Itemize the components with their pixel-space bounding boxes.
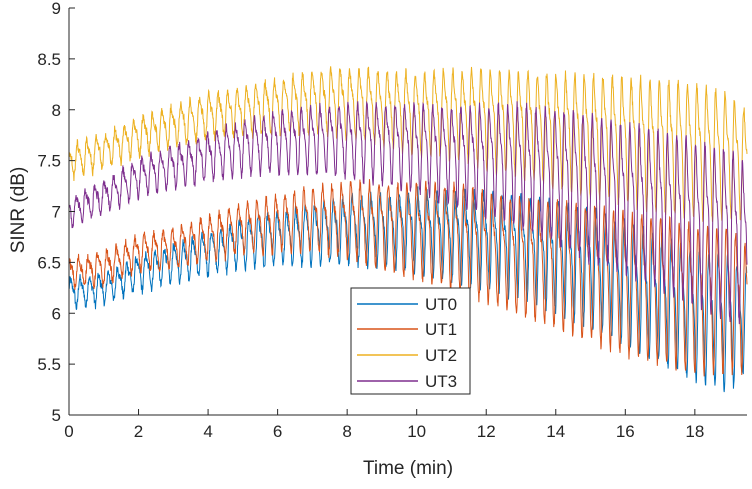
ticks-layer: 0 2 4 6 8 10 12 14 16 18 5 5.5 6 6.5 7 7.5 8 8.5 9 [37, 0, 704, 441]
series-line-ut2 [68, 66, 748, 223]
y-tick-label: 8 [52, 101, 61, 120]
series-line-ut1 [68, 179, 748, 377]
y-tick-label: 5.5 [37, 355, 61, 374]
x-axis-label: Time (min) [363, 458, 453, 479]
legend-label-ut0: UT0 [425, 295, 457, 314]
y-axis-label: SINR (dB) [8, 167, 29, 254]
x-tick-label: 10 [407, 422, 426, 441]
x-tick-label: 16 [616, 422, 635, 441]
y-tick-label: 9 [52, 0, 61, 18]
x-tick-label: 12 [477, 422, 496, 441]
y-tick-label: 6.5 [37, 253, 61, 272]
y-tick-label: 6 [52, 304, 61, 323]
series-line-ut3 [68, 100, 748, 325]
legend-entry-ut3: UT3 [357, 372, 457, 391]
y-tick-label: 8.5 [37, 50, 61, 69]
legend-entry-ut2: UT2 [357, 346, 457, 365]
x-tick-label: 2 [134, 422, 143, 441]
series-layer [68, 66, 748, 393]
x-tick-label: 6 [273, 422, 282, 441]
y-tick-label: 7 [52, 203, 61, 222]
legend-box [350, 287, 471, 395]
legend-entry-ut1: UT1 [357, 320, 457, 339]
legend-label-ut2: UT2 [425, 346, 457, 365]
y-tick-label: 5 [52, 406, 61, 425]
x-tick-label: 18 [685, 422, 704, 441]
legend-label-ut1: UT1 [425, 320, 457, 339]
x-tick-label: 14 [546, 422, 565, 441]
legend-entry-ut0: UT0 [357, 295, 457, 314]
x-tick-label: 8 [342, 422, 351, 441]
y-tick-label: 7.5 [37, 152, 61, 171]
x-tick-label: 4 [203, 422, 212, 441]
x-tick-label: 0 [64, 422, 73, 441]
legend-label-ut3: UT3 [425, 372, 457, 391]
legend: UT0 UT1 UT2 UT3 [350, 287, 471, 395]
